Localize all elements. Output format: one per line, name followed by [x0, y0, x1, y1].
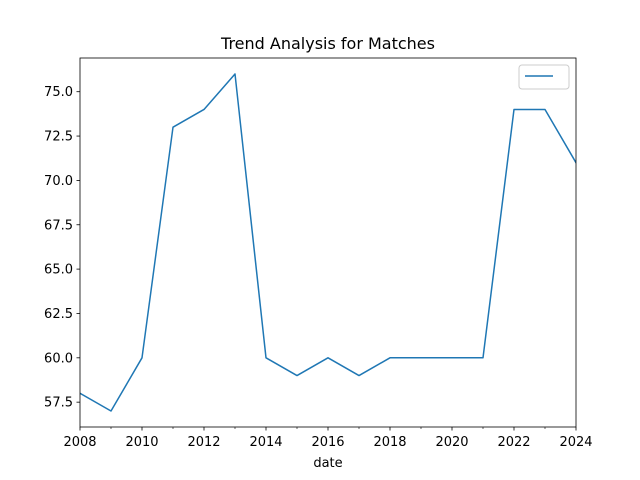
y-tick-label: 70.0	[44, 174, 73, 189]
x-tick-label: 2016	[311, 435, 344, 450]
x-axis-title: date	[313, 456, 342, 471]
x-tick-label: 2018	[373, 435, 406, 450]
legend-box	[518, 64, 570, 90]
x-tick-label: 2012	[187, 435, 220, 450]
x-tick-label: 2020	[435, 435, 468, 450]
y-tick-label: 57.5	[44, 396, 73, 411]
x-tick-label: 2010	[125, 435, 158, 450]
y-axis: 57.5 60.0 62.5 65.0 67.5 70.0 72.5 75.0	[44, 85, 80, 411]
y-tick-label: 65.0	[44, 263, 73, 278]
x-tick-label: 2024	[559, 435, 592, 450]
y-tick-label: 62.5	[44, 307, 73, 322]
x-tick-label: 2022	[497, 435, 530, 450]
y-tick-label: 72.5	[44, 130, 73, 145]
y-tick-label: 67.5	[44, 218, 73, 233]
x-axis: 2008 2010 2012 2014 2016 2018 2020 2022 2024	[63, 427, 593, 450]
chart-title: Trend Analysis for Matches	[220, 34, 435, 53]
y-tick-label: 60.0	[44, 351, 73, 366]
x-tick-label: 2008	[63, 435, 96, 450]
legend	[518, 64, 570, 90]
x-tick-label: 2014	[249, 435, 282, 450]
y-tick-label: 75.0	[44, 85, 73, 100]
series-line-0	[80, 73, 576, 412]
